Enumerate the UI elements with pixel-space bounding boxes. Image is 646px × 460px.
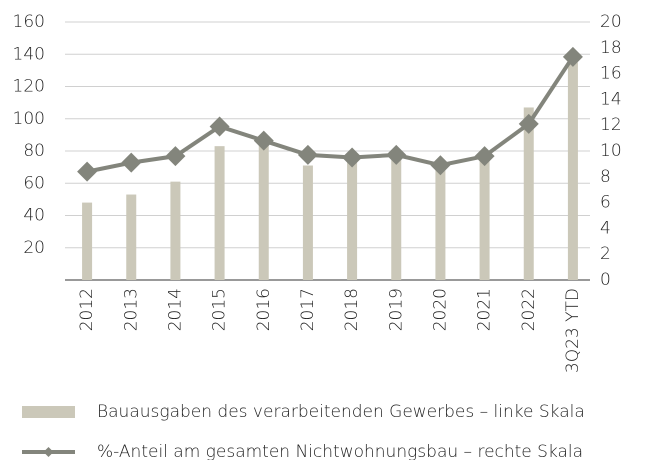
point-marker bbox=[342, 147, 363, 168]
y2-tick-label: 10 bbox=[600, 141, 622, 161]
y2-tick-label: 2 bbox=[600, 244, 611, 264]
x-tick-label: 2020 bbox=[430, 288, 450, 331]
bar bbox=[170, 181, 181, 280]
bar bbox=[567, 62, 578, 280]
point-marker bbox=[430, 155, 451, 176]
point-marker bbox=[121, 152, 142, 173]
point-marker bbox=[518, 113, 539, 134]
y-tick-label: 60 bbox=[23, 173, 45, 193]
x-tick-label: 2018 bbox=[342, 288, 362, 331]
y-tick-label: 40 bbox=[23, 206, 45, 226]
y2-tick-label: 14 bbox=[600, 89, 622, 109]
line bbox=[86, 55, 575, 174]
x-tick-label: 2012 bbox=[77, 288, 97, 331]
y2-tick-label: 16 bbox=[600, 64, 622, 84]
bar bbox=[391, 152, 402, 280]
x-tick-label: 2019 bbox=[386, 288, 406, 331]
legend-swatch bbox=[22, 406, 75, 418]
y2-tick-label: 0 bbox=[600, 270, 611, 290]
y-tick-label: 20 bbox=[23, 238, 45, 258]
legend-label: Bauausgaben des verarbeitenden Gewerbes … bbox=[97, 402, 585, 422]
legend-label: %-Anteil am gesamten Nichtwohnungsbau – … bbox=[97, 442, 583, 460]
legend-marker bbox=[43, 447, 54, 457]
bar bbox=[302, 165, 313, 280]
y-tick-label: 100 bbox=[13, 109, 45, 129]
y2-tick-label: 18 bbox=[600, 38, 622, 58]
bar bbox=[258, 141, 269, 280]
y-tick-label: 140 bbox=[13, 44, 45, 64]
y-tick-label: 80 bbox=[23, 141, 45, 161]
x-tick-label: 2021 bbox=[475, 288, 495, 331]
bar bbox=[435, 168, 446, 280]
point-marker bbox=[474, 146, 495, 167]
x-tick-label: 2022 bbox=[519, 288, 539, 331]
bar bbox=[347, 157, 358, 280]
x-tick-label: 2016 bbox=[254, 288, 274, 331]
y2-tick-label: 12 bbox=[600, 115, 622, 135]
bar bbox=[82, 202, 93, 280]
x-tick-label: 3Q23 YTD bbox=[563, 288, 583, 373]
bar bbox=[126, 194, 137, 280]
y2-tick-label: 20 bbox=[600, 12, 622, 32]
x-tick-label: 2014 bbox=[165, 288, 185, 331]
point-marker bbox=[297, 144, 318, 165]
y2-tick-label: 6 bbox=[600, 193, 611, 213]
y2-tick-label: 8 bbox=[600, 167, 611, 187]
point-marker bbox=[165, 146, 186, 167]
x-tick-label: 2017 bbox=[298, 288, 318, 331]
y2-tick-label: 4 bbox=[600, 218, 611, 238]
bar bbox=[214, 146, 225, 280]
point-marker bbox=[386, 144, 407, 165]
x-tick-label: 2015 bbox=[210, 288, 230, 331]
x-tick-label: 2013 bbox=[121, 288, 141, 331]
point-marker bbox=[77, 161, 98, 182]
point-marker bbox=[253, 130, 274, 151]
point-marker bbox=[209, 116, 230, 137]
bar bbox=[479, 160, 490, 280]
point-marker bbox=[562, 46, 583, 67]
y-tick-label: 120 bbox=[13, 77, 45, 97]
y-tick-label: 160 bbox=[13, 12, 45, 32]
bar bbox=[523, 107, 534, 281]
